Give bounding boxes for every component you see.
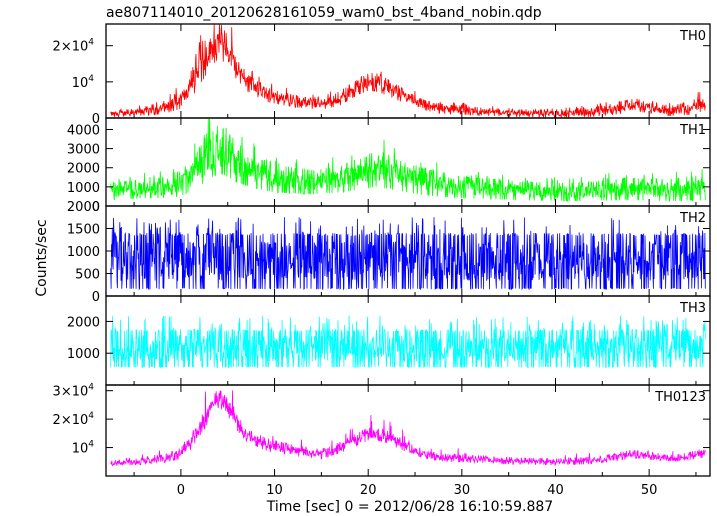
y-tick-exponent: 4: [88, 383, 94, 393]
y-tick-exponent: 4: [88, 38, 94, 48]
series-line-th0123: [110, 390, 706, 467]
y-tick-label: 3000: [67, 143, 100, 158]
panel-th2: 0 500 1000 1500 2000 TH2: [67, 200, 711, 305]
y-tick-label: 1500: [67, 223, 100, 238]
y-tick-label: 2000: [67, 162, 100, 177]
y-tick-label: 4000: [67, 123, 100, 138]
series-line-th3: [110, 315, 706, 369]
y-tick-label: 0: [92, 112, 100, 127]
x-tick-label: 20: [360, 483, 377, 498]
y-tick-label: 2000: [67, 315, 100, 330]
panel-th3: 1000 2000 TH3: [67, 295, 711, 386]
y-tick-exponent: 4: [88, 74, 94, 84]
y-tick-label: 1000: [67, 347, 100, 362]
x-tick-label: 10: [266, 483, 283, 498]
x-tick-label: 30: [454, 483, 471, 498]
panel-th1: 0 1000 2000 3000 4000 TH1: [67, 117, 711, 215]
x-axis-label: Time [sec] 0 = 2012/06/28 16:10:59.887: [266, 499, 553, 515]
y-tick-label: 1000: [67, 181, 100, 196]
y-tick-label: 0: [92, 290, 100, 305]
panel-label-th2: TH2: [679, 211, 706, 226]
panel-frame: [105, 384, 711, 477]
y-tick-label: 2×104: [53, 38, 95, 55]
panel-label-th0: TH0: [679, 29, 706, 44]
y-tick-exponent: 4: [88, 411, 94, 421]
panel-th0123: 104 2×104 3×104 TH0123: [53, 383, 711, 477]
y-tick-label: 104: [72, 74, 95, 91]
y-tick-label: 0: [92, 200, 100, 215]
series-line-th2: [110, 217, 706, 291]
y-axis-label: Counts/sec: [34, 219, 50, 296]
series-line-th1: [110, 117, 706, 202]
y-tick-label: 1000: [67, 245, 100, 260]
y-tick-label: 104: [72, 440, 95, 457]
chart-title: ae807114010_20120628161059_wam0_bst_4ban…: [106, 5, 542, 21]
y-tick-exponent: 4: [88, 440, 94, 450]
y-tick-label: 500: [75, 268, 100, 283]
series-line-th0: [110, 23, 706, 119]
panel-label-th3: TH3: [679, 301, 706, 316]
y-tick-label: 2000: [67, 200, 100, 215]
x-tick-label: 40: [547, 483, 564, 498]
panel-th0: 0 104 2×104 TH0: [53, 23, 711, 127]
y-tick-label: 2×104: [53, 411, 95, 428]
x-tick-label: 0: [177, 483, 185, 498]
panel-label-th1: TH1: [679, 123, 706, 138]
y-tick-label: 3×104: [53, 383, 95, 400]
x-tick-label: 50: [641, 483, 658, 498]
panel-label-th0123: TH0123: [654, 390, 706, 405]
